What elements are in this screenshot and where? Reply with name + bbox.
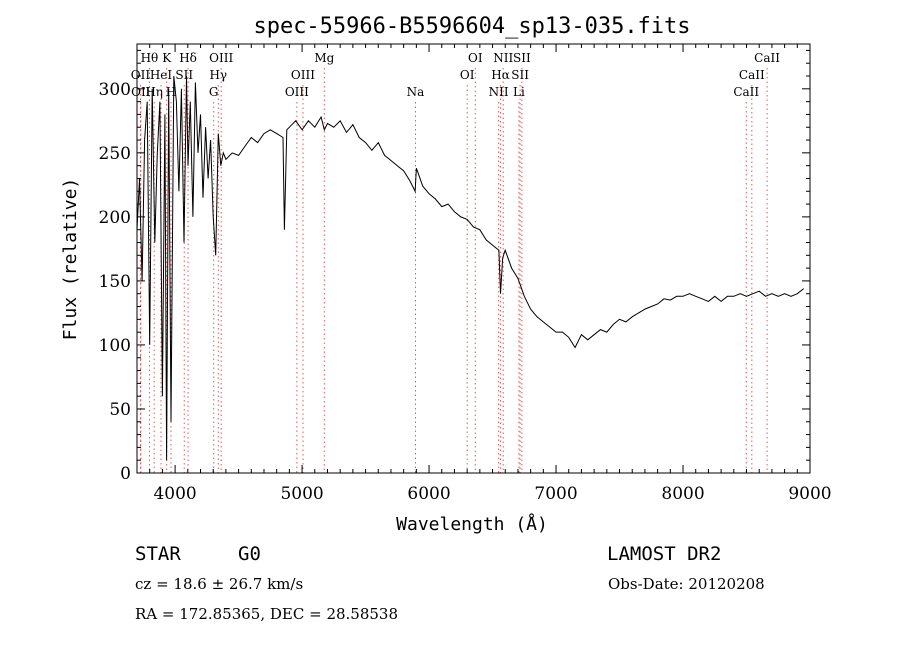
y-tick-label: 0 [120,464,131,484]
coordinates: RA = 172.85365, DEC = 28.58538 [135,605,398,623]
object-class: STAR [135,543,181,565]
emission-label: Hθ [141,51,159,65]
emission-line-markers [139,68,768,473]
emission-label: OII [131,85,151,99]
spectrum-line [136,75,805,461]
emission-label: OII [131,68,151,82]
x-tick-label: 6000 [407,484,450,504]
emission-label: H [166,85,176,99]
emission-label: OIII [285,85,309,99]
emission-label: OIII [209,51,233,65]
y-tick-label: 300 [99,80,131,100]
emission-label: SII [511,68,529,82]
y-axis-ticks: 0 50 100 150 200 250 300 [99,49,810,484]
y-tick-label: 50 [109,400,131,420]
emission-label: Mg [314,51,334,65]
emission-label: OIII [291,68,315,82]
redshift-cz: cz = 18.6 ± 26.7 km/s [135,575,303,593]
emission-label: G [209,85,219,99]
plot-frame [136,43,811,474]
y-tick-label: 150 [99,272,131,292]
x-tick-label: 8000 [661,484,704,504]
emission-label: NII [489,85,509,99]
x-tick-label: 4000 [153,484,196,504]
emission-label: K [162,51,172,65]
y-tick-label: 100 [99,336,131,356]
y-tick-label: 250 [99,144,131,164]
chart-title: spec-55966-B5596604_sp13-035.fits [253,14,690,39]
emission-label: Hα [491,68,510,82]
x-axis-label: Wavelength (Å) [396,513,548,535]
observation-date: Obs-Date: 20120208 [608,575,765,593]
emission-label: SII [513,51,531,65]
emission-label: Hη [145,85,163,99]
emission-label: OI [468,51,483,65]
emission-label: Li [513,85,525,99]
emission-label: NII [493,51,513,65]
emission-label: CaII [739,68,765,82]
x-tick-label: 5000 [280,484,323,504]
y-tick-label: 200 [99,208,131,228]
emission-label: Hγ [209,68,227,82]
emission-label: CaII [733,85,759,99]
object-subclass: G0 [238,543,261,565]
emission-label: HeI [150,68,173,82]
emission-label: SII [175,68,193,82]
x-tick-label: 7000 [534,484,577,504]
x-axis-ticks: 4000 5000 6000 7000 8000 9000 [136,44,832,504]
survey-name: LAMOST DR2 [607,543,721,565]
emission-label: Hδ [179,51,197,65]
emission-label: CaII [754,51,780,65]
emission-label: Na [407,85,425,99]
emission-label: OI [460,68,475,82]
x-tick-label: 9000 [788,484,831,504]
y-axis-label: Flux (relative) [60,178,81,341]
